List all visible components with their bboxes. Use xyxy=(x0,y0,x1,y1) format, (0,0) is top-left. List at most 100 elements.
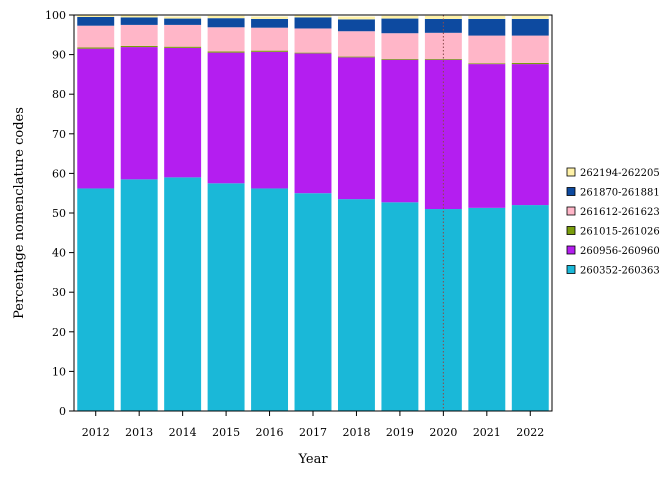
bar-segment-2019-series-4 xyxy=(381,33,419,59)
y-axis: 0 10 20 30 40 50 60 70 80 90 100 xyxy=(45,9,74,418)
bar-segment-2016-series-2 xyxy=(251,51,289,189)
bar-segment-2014-series-4 xyxy=(164,24,202,47)
bar-segment-2016-series-6 xyxy=(251,16,289,19)
y-tick-label: 70 xyxy=(52,128,66,141)
legend-swatch xyxy=(566,187,576,196)
bar-segment-2014-series-5 xyxy=(164,18,202,25)
bar-segment-2022-series-2 xyxy=(511,64,549,206)
bar-segment-2017-series-3 xyxy=(294,52,332,54)
bar-segment-2015-series-3 xyxy=(207,51,245,53)
legend-swatch xyxy=(566,226,576,235)
bar-segment-2012-series-3 xyxy=(77,47,115,49)
bar-segment-2022-series-3 xyxy=(511,62,549,65)
x-tick-label: 2017 xyxy=(299,426,327,439)
bar-segment-2017-series-6 xyxy=(294,15,332,18)
x-axis-title: Year xyxy=(297,452,328,467)
bar-segment-2013-series-6 xyxy=(120,15,158,18)
y-tick-label: 30 xyxy=(52,286,66,299)
legend-label: 260956-260960 xyxy=(580,246,660,257)
x-tick-label: 2022 xyxy=(516,426,544,439)
legend-label: 261870-261881 xyxy=(580,188,660,199)
bar-segment-2021-series-4 xyxy=(468,35,506,64)
bar-segment-2012-series-4 xyxy=(77,25,115,48)
bar-segment-2017-series-2 xyxy=(294,53,332,194)
bar-segment-2018-series-1 xyxy=(337,199,375,411)
x-tick-label: 2014 xyxy=(169,426,197,439)
legend-label: 262194-262205 xyxy=(580,168,660,179)
y-tick-label: 40 xyxy=(52,247,66,260)
bar-segment-2018-series-3 xyxy=(337,56,375,58)
bar-segment-2019-series-1 xyxy=(381,202,419,411)
bar-segment-2012-series-5 xyxy=(77,16,115,26)
bar-segment-2014-series-3 xyxy=(164,46,202,48)
legend-swatch xyxy=(566,245,576,255)
x-tick-label: 2015 xyxy=(212,426,240,439)
bar-segment-2022-series-4 xyxy=(511,35,549,63)
x-tick-label: 2012 xyxy=(82,426,110,439)
x-tick-label: 2013 xyxy=(125,426,153,439)
y-tick-label: 10 xyxy=(52,365,66,378)
bar-segment-2016-series-3 xyxy=(251,50,289,52)
bar-segment-2017-series-1 xyxy=(294,193,332,411)
legend-label: 261612-261623 xyxy=(580,207,660,218)
bar-segment-2021-series-3 xyxy=(468,63,506,65)
y-tick-label: 60 xyxy=(52,167,66,180)
bar-segment-2012-series-2 xyxy=(77,48,115,189)
legend-swatch xyxy=(566,265,576,274)
legend-label: 261015-261026 xyxy=(580,227,660,238)
bar-segment-2013-series-1 xyxy=(120,179,158,411)
bar-segment-2018-series-6 xyxy=(337,16,375,20)
bar-segment-2013-series-5 xyxy=(120,17,158,25)
x-tick-label: 2020 xyxy=(429,426,457,439)
bar-segment-2022-series-6 xyxy=(511,15,549,19)
y-tick-label: 100 xyxy=(45,9,66,22)
x-tick-label: 2016 xyxy=(256,426,284,439)
bar-segment-2013-series-4 xyxy=(120,24,158,46)
bar-segment-2021-series-6 xyxy=(468,15,506,19)
bar-segment-2013-series-2 xyxy=(120,47,158,180)
bar-segment-2019-series-6 xyxy=(381,15,419,19)
bar-segment-2017-series-4 xyxy=(294,28,332,53)
bar-segment-2015-series-6 xyxy=(207,15,245,19)
y-tick-label: 80 xyxy=(52,88,66,101)
y-tick-label: 20 xyxy=(52,326,66,339)
y-axis-title: Percentage nomenclature codes xyxy=(12,107,27,319)
bar-segment-2016-series-5 xyxy=(251,18,289,28)
bar-segment-2014-series-6 xyxy=(164,16,202,19)
bar-segment-2017-series-5 xyxy=(294,17,332,29)
bar-segment-2012-series-6 xyxy=(77,15,115,17)
bar-segment-2021-series-1 xyxy=(468,207,506,411)
legend: 262194-262205 261870-261881 261612-261623 2… xyxy=(566,167,660,277)
bar-segment-2021-series-5 xyxy=(468,18,506,36)
bar-segment-2018-series-2 xyxy=(337,57,375,200)
bar-segment-2015-series-4 xyxy=(207,27,245,52)
bar-segment-2015-series-1 xyxy=(207,183,245,411)
bar-segment-2012-series-1 xyxy=(77,188,115,411)
legend-swatch xyxy=(566,206,576,216)
bar-segment-2016-series-1 xyxy=(251,188,289,411)
x-tick-label: 2018 xyxy=(342,426,370,439)
y-tick-label: 90 xyxy=(52,49,66,62)
x-tick-label: 2021 xyxy=(473,426,501,439)
bar-segment-2015-series-2 xyxy=(207,52,245,184)
bar-segment-2018-series-5 xyxy=(337,19,375,32)
bar-segment-2022-series-1 xyxy=(511,205,549,411)
bar-segment-2018-series-4 xyxy=(337,31,375,57)
bar-segment-2019-series-2 xyxy=(381,59,419,203)
y-tick-label: 50 xyxy=(52,207,66,220)
y-tick-label: 0 xyxy=(59,405,66,418)
bar-segment-2015-series-5 xyxy=(207,18,245,28)
bar-segments xyxy=(77,15,549,411)
bar-segment-2019-series-3 xyxy=(381,58,419,60)
bar-segment-2020-series-6 xyxy=(424,15,462,19)
bar-segment-2021-series-2 xyxy=(468,64,506,208)
bar-segment-2019-series-5 xyxy=(381,18,419,34)
legend-swatch xyxy=(566,167,576,177)
legend-label: 260352-260363 xyxy=(580,266,660,277)
bar-segment-2020-series-3 xyxy=(424,58,462,60)
bar-segment-2014-series-2 xyxy=(164,47,202,178)
bar-segment-2014-series-1 xyxy=(164,177,202,411)
x-tick-label: 2019 xyxy=(386,426,414,439)
x-axis: 2012 2013 2014 2015 2016 2017 2018 2019 2020 2021… xyxy=(82,411,544,439)
